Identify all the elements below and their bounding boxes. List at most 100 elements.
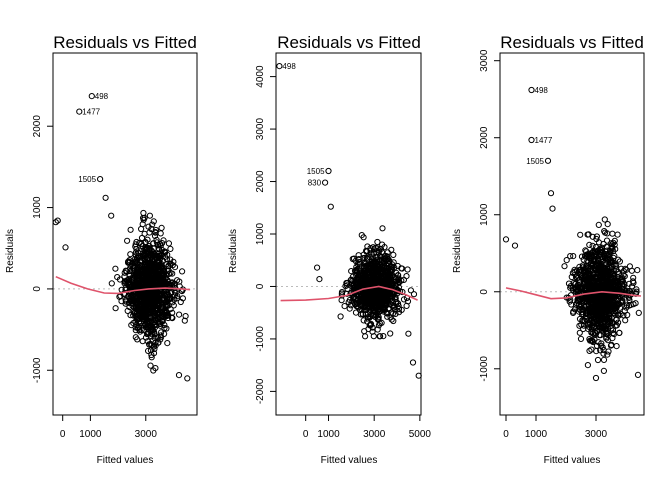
data-point	[362, 333, 369, 340]
data-point	[145, 347, 152, 354]
data-point	[164, 289, 171, 296]
data-point	[169, 315, 176, 322]
data-point	[167, 306, 174, 313]
data-point	[366, 308, 373, 315]
data-point	[407, 287, 414, 294]
data-point	[606, 293, 613, 300]
panel-2-xlabel: Fitted values	[321, 455, 378, 466]
data-point	[378, 266, 385, 273]
data-point	[145, 310, 152, 317]
outlier-point-498	[528, 86, 535, 94]
data-point	[102, 194, 109, 201]
data-point	[167, 295, 174, 302]
data-point	[114, 274, 121, 281]
data-point	[352, 257, 359, 264]
data-point	[146, 278, 153, 285]
data-point	[383, 309, 390, 316]
data-point	[156, 314, 163, 321]
outlier-point-1505	[544, 157, 552, 164]
data-point	[141, 246, 148, 253]
data-point	[604, 337, 612, 344]
data-point	[389, 261, 396, 268]
panel-2-ytick-label: 2000	[255, 170, 266, 193]
data-point	[160, 280, 167, 287]
panel-2-point-cloud	[337, 225, 418, 340]
data-point	[349, 297, 356, 305]
data-point	[608, 325, 615, 332]
data-point	[354, 300, 361, 307]
data-point	[597, 249, 604, 256]
data-point	[135, 311, 142, 318]
data-point	[576, 329, 583, 336]
data-point	[405, 330, 412, 337]
data-point	[149, 289, 156, 296]
data-point	[598, 340, 605, 347]
data-point	[153, 239, 160, 246]
panel-3-smooth-line	[505, 287, 642, 300]
data-point	[611, 278, 618, 285]
data-point	[159, 317, 166, 325]
data-point	[380, 333, 387, 340]
data-point	[584, 362, 592, 369]
data-point	[151, 309, 159, 316]
data-point	[410, 291, 418, 298]
data-point	[578, 321, 585, 328]
data-point	[157, 332, 164, 339]
data-point	[581, 278, 588, 285]
data-point	[572, 273, 580, 281]
data-point	[358, 232, 365, 239]
data-point	[502, 236, 510, 243]
data-point	[379, 297, 386, 304]
data-point	[609, 230, 616, 237]
data-point	[391, 303, 398, 310]
data-point	[156, 258, 163, 265]
data-point	[592, 299, 599, 306]
data-point	[150, 253, 157, 260]
data-point	[351, 284, 358, 291]
data-point	[184, 375, 191, 382]
panel-3-xtick-label: 0	[503, 429, 509, 440]
data-point	[131, 310, 138, 317]
data-point	[581, 270, 588, 277]
panel-1-ytick-label: 0	[32, 286, 43, 292]
data-point	[146, 274, 153, 281]
panel-2-ytick-label: 3000	[255, 118, 266, 141]
data-point	[375, 249, 382, 256]
data-point	[374, 245, 381, 252]
data-point	[359, 270, 366, 277]
panel-2-xtick-label: 0	[303, 429, 309, 440]
data-point	[387, 292, 394, 299]
data-point	[567, 253, 574, 260]
outlier-label-830: 830	[308, 179, 322, 188]
outlier-point-830	[322, 179, 329, 186]
data-point	[153, 276, 160, 283]
data-point	[155, 339, 162, 346]
data-point	[630, 274, 637, 281]
data-point	[349, 277, 356, 284]
panel-2-ytick-label: 1000	[255, 222, 266, 245]
data-point	[142, 321, 149, 328]
panel-1-xtick-label: 3000	[135, 429, 158, 440]
data-point	[589, 249, 596, 256]
data-point	[146, 264, 153, 271]
data-point	[601, 284, 608, 292]
data-point	[597, 347, 604, 354]
data-point	[587, 285, 594, 292]
data-point	[608, 240, 615, 247]
data-point	[605, 348, 612, 355]
data-point	[163, 295, 170, 302]
panel-1-xlabel: Fitted values	[97, 455, 154, 466]
data-point	[595, 282, 602, 289]
data-point	[360, 317, 367, 324]
outlier-label-1505: 1505	[526, 157, 544, 166]
data-point	[602, 326, 609, 333]
data-point	[160, 237, 167, 244]
data-point	[156, 254, 163, 261]
data-point	[138, 269, 145, 276]
data-point	[160, 294, 167, 301]
data-point	[316, 276, 323, 283]
data-point	[141, 250, 148, 257]
data-point	[368, 298, 375, 305]
data-point	[381, 279, 388, 286]
